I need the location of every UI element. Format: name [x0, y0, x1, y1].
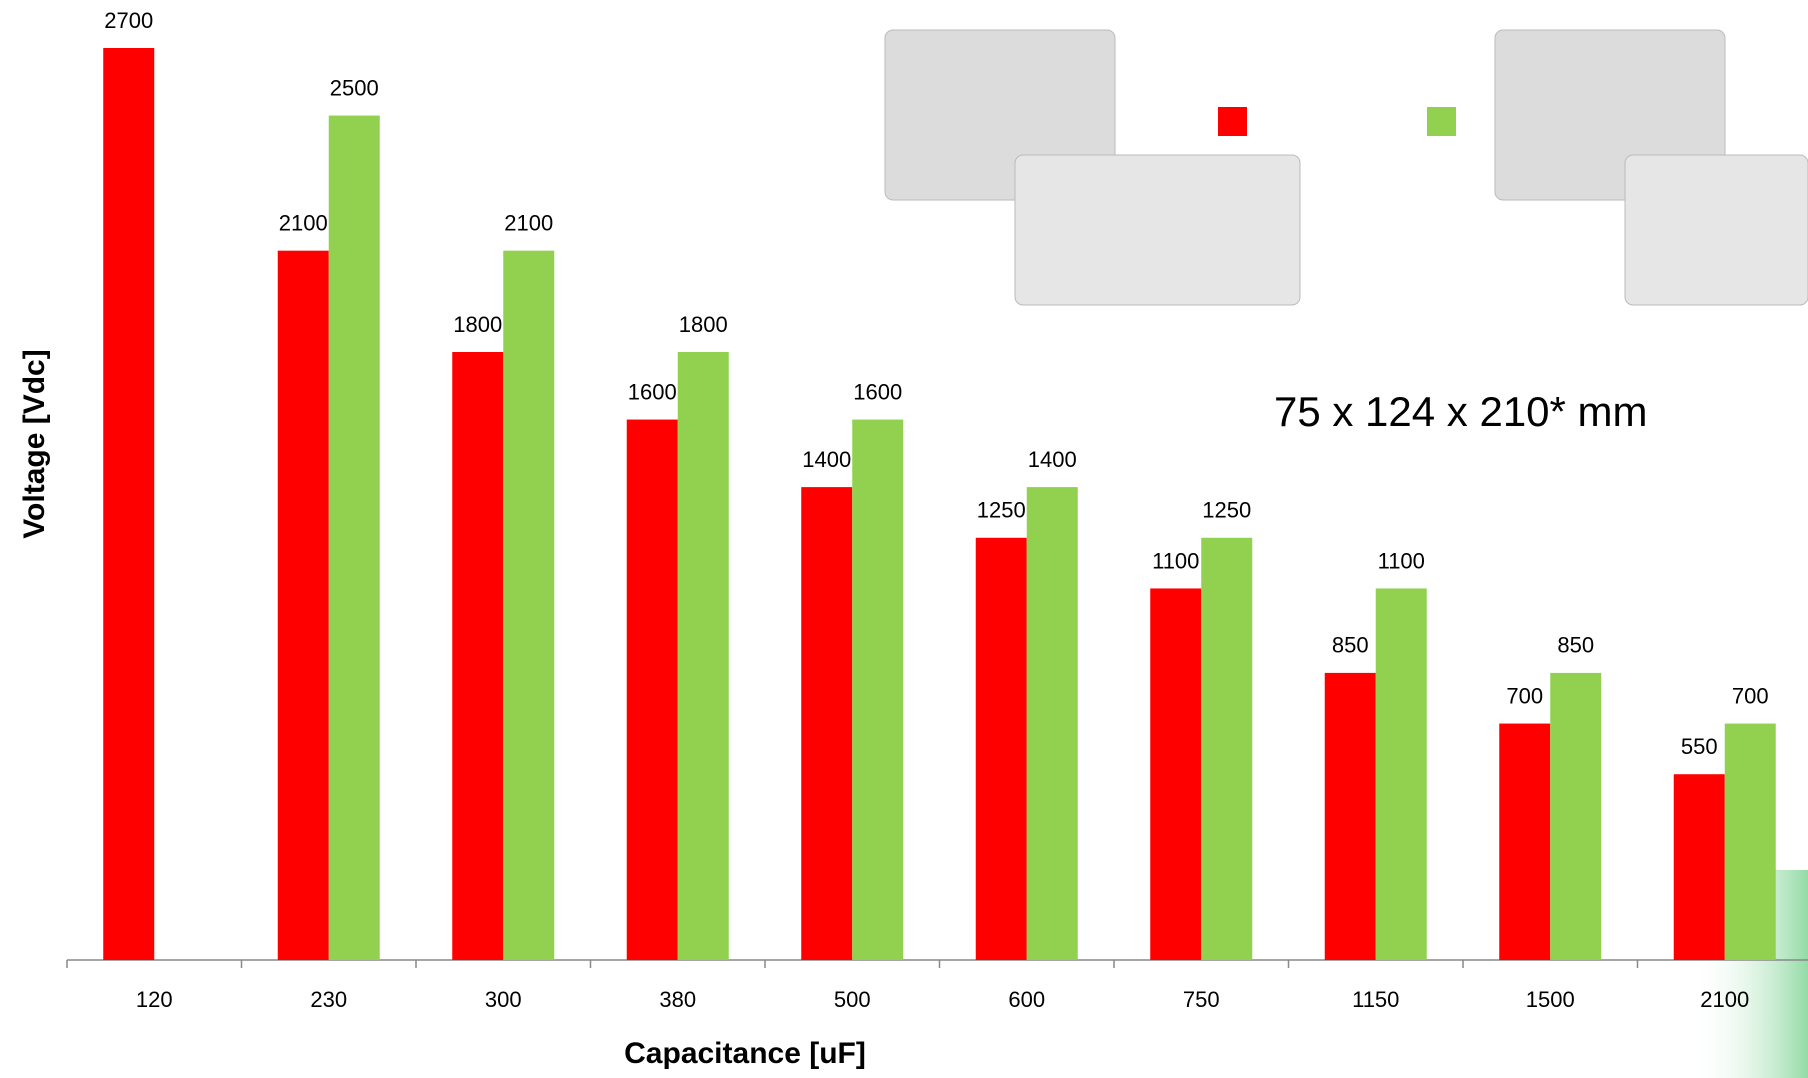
- bar: [452, 352, 504, 960]
- value-label: 1600: [628, 379, 677, 404]
- value-label: 1800: [453, 312, 502, 337]
- value-label: 2700: [104, 8, 153, 33]
- bar: [1673, 774, 1725, 960]
- bar: [677, 352, 729, 960]
- bar: [1375, 588, 1427, 960]
- value-label: 1600: [853, 379, 902, 404]
- value-label: 1100: [1152, 548, 1199, 573]
- x-tick-label: 120: [136, 987, 173, 1012]
- bar: [852, 419, 904, 960]
- bar: [801, 487, 853, 960]
- bar: [626, 419, 678, 960]
- product-photo: [884, 29, 1808, 306]
- x-tick-label: 300: [485, 987, 522, 1012]
- annotation: 75 x 124 x 210* mm: [1274, 388, 1648, 435]
- value-label: 1400: [802, 447, 851, 472]
- x-tick-label: 2100: [1700, 987, 1749, 1012]
- bar: [1550, 672, 1602, 960]
- x-tick-label: 230: [310, 987, 347, 1012]
- bar: [1499, 723, 1551, 960]
- bar: [1201, 537, 1253, 960]
- bar: [328, 115, 380, 961]
- value-label: 2500: [330, 75, 379, 100]
- x-tick-label: 1500: [1526, 987, 1575, 1012]
- x-tick-label: 500: [834, 987, 871, 1012]
- value-label: 2100: [504, 210, 553, 235]
- legend-swatch: [1218, 107, 1247, 136]
- bar: [1026, 487, 1078, 960]
- legend-swatch: [1427, 107, 1456, 136]
- value-label: 700: [1506, 683, 1543, 708]
- bar: [277, 250, 329, 960]
- bar: [975, 537, 1027, 960]
- bar: [1724, 723, 1776, 960]
- bar: [503, 250, 555, 960]
- value-label: 850: [1557, 633, 1594, 658]
- x-axis-title: Capacitance [uF]: [624, 1037, 866, 1070]
- value-label: 1100: [1378, 548, 1425, 573]
- x-tick-label: 1150: [1352, 987, 1399, 1012]
- bar: [1324, 672, 1376, 960]
- value-label: 1400: [1028, 447, 1077, 472]
- bar: [1150, 588, 1202, 960]
- value-label: 700: [1732, 683, 1769, 708]
- value-label: 550: [1681, 734, 1718, 759]
- x-tick-label: 380: [659, 987, 696, 1012]
- x-tick-label: 750: [1183, 987, 1220, 1012]
- y-axis-title: Voltage [Vdc]: [18, 349, 51, 538]
- value-label: 850: [1332, 633, 1369, 658]
- value-label: 2100: [279, 210, 328, 235]
- value-label: 1250: [1202, 498, 1251, 523]
- x-tick-label: 600: [1008, 987, 1045, 1012]
- value-label: 1250: [977, 498, 1026, 523]
- bar: [103, 48, 155, 960]
- value-label: 1800: [679, 312, 728, 337]
